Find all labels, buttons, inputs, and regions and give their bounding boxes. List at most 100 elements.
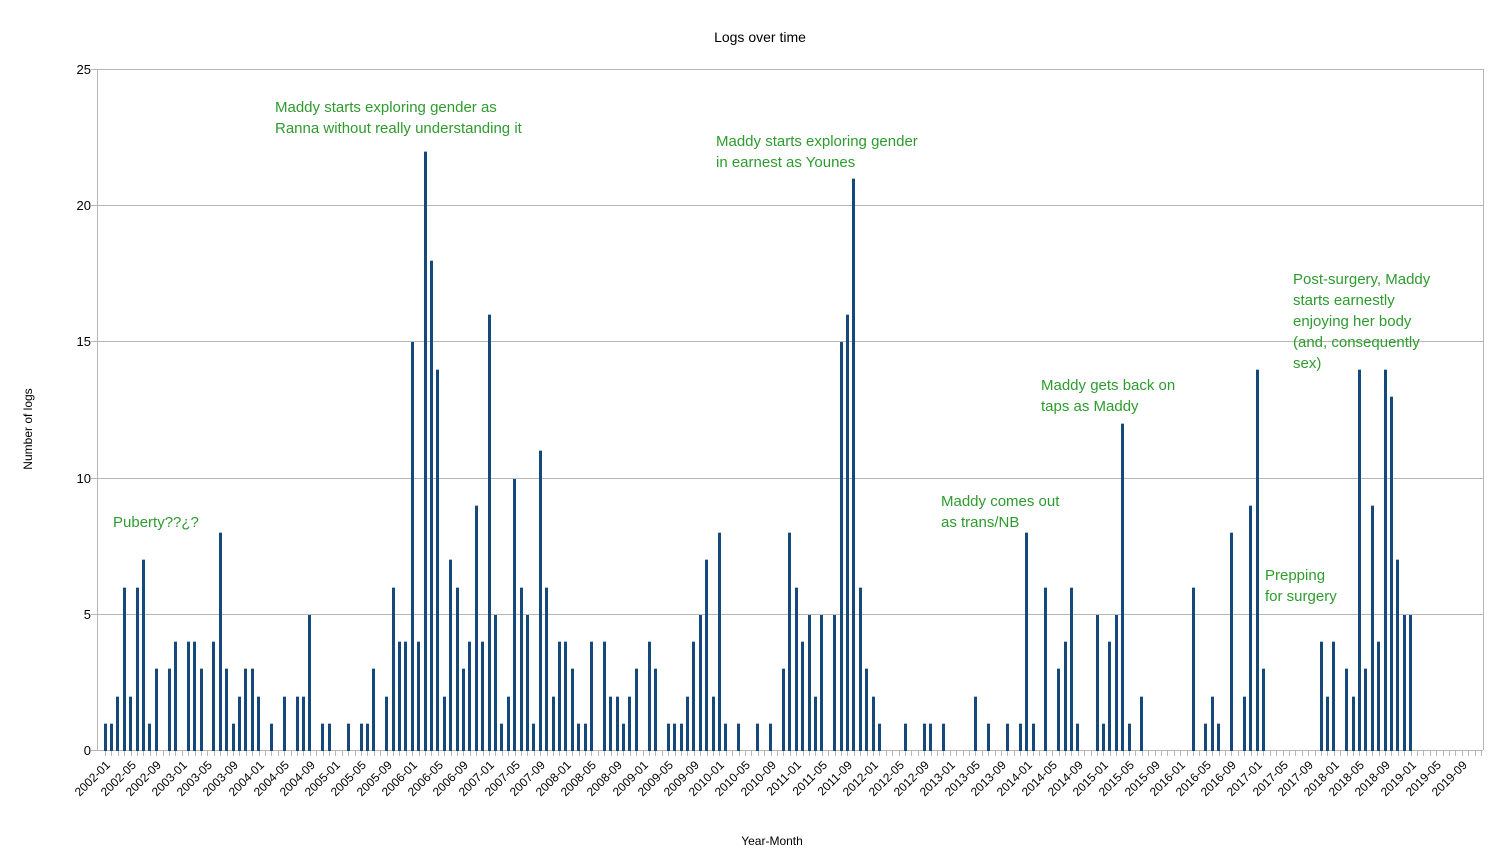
bar [685, 696, 689, 751]
x-tick [853, 751, 855, 756]
bar [1121, 423, 1125, 751]
bar [602, 641, 606, 751]
x-tick [393, 751, 394, 756]
x-tick [1161, 751, 1162, 756]
x-tick [1365, 751, 1367, 756]
bar [1025, 532, 1029, 751]
x-tick [809, 751, 810, 756]
y-gridline [97, 205, 1483, 207]
x-tick [1026, 751, 1028, 756]
x-tick [1410, 751, 1412, 756]
bar [673, 723, 677, 751]
bar [769, 723, 773, 751]
bar [519, 587, 523, 751]
bar [788, 532, 792, 751]
bar [839, 341, 843, 751]
bar [941, 723, 945, 751]
bar [365, 723, 369, 751]
x-tick [706, 751, 708, 756]
x-tick [220, 751, 222, 756]
x-tick [905, 751, 906, 756]
bar [986, 723, 990, 751]
y-tick [91, 205, 97, 207]
y-tick-label: 15 [76, 334, 91, 350]
x-tick [1058, 751, 1060, 756]
bar [1140, 696, 1144, 751]
x-tick [1001, 751, 1002, 756]
x-tick [1263, 751, 1265, 756]
x-tick [821, 751, 823, 756]
bar [397, 641, 401, 751]
x-tick [924, 751, 926, 756]
bar [1005, 723, 1009, 751]
bar [218, 532, 222, 751]
bar [1261, 668, 1265, 751]
bar [615, 696, 619, 751]
x-tick [911, 751, 913, 756]
bar [410, 341, 414, 751]
x-tick [770, 751, 772, 756]
x-tick [745, 751, 746, 756]
bar [871, 696, 875, 751]
bar [199, 668, 203, 751]
x-tick [1308, 751, 1310, 756]
x-tick [354, 751, 356, 756]
x-tick [361, 751, 362, 756]
x-tick [597, 751, 599, 756]
x-tick [1250, 751, 1252, 756]
bar [929, 723, 933, 751]
bar [557, 641, 561, 751]
x-tick [386, 751, 388, 756]
chart-annotation: Maddy gets back on taps as Maddy [1041, 377, 1176, 415]
bar [1351, 696, 1355, 751]
x-tick [1429, 751, 1431, 756]
bar [692, 641, 696, 751]
x-tick [489, 751, 490, 756]
x-tick [917, 751, 919, 756]
x-tick [1205, 751, 1207, 756]
bar [455, 587, 459, 751]
bar [122, 587, 126, 751]
x-tick [668, 751, 670, 756]
x-tick [1436, 751, 1438, 756]
x-tick [290, 751, 292, 756]
bar [1204, 723, 1208, 751]
x-tick [1461, 751, 1463, 756]
x-tick [674, 751, 676, 756]
bar [877, 723, 881, 751]
bar [129, 696, 133, 751]
x-tick [284, 751, 286, 756]
x-tick [1257, 751, 1258, 756]
y-tick-label: 10 [76, 470, 91, 486]
x-tick [661, 751, 663, 756]
x-tick [828, 751, 830, 756]
y-tick-label: 20 [76, 198, 91, 214]
x-tick [649, 751, 650, 756]
x-tick [719, 751, 721, 756]
x-tick [1193, 751, 1194, 756]
x-tick [1039, 751, 1041, 756]
x-tick [988, 751, 990, 756]
x-tick [751, 751, 753, 756]
bar [1325, 696, 1329, 751]
x-tick [943, 751, 945, 756]
x-tick [1289, 751, 1290, 756]
x-tick [450, 751, 452, 756]
x-tick [508, 751, 510, 756]
x-tick [367, 751, 369, 756]
bar [436, 369, 440, 751]
y-gridline [97, 477, 1483, 479]
x-tick [623, 751, 625, 756]
x-tick [437, 751, 439, 756]
x-tick [1237, 751, 1239, 756]
x-tick [642, 751, 644, 756]
x-tick [885, 751, 887, 756]
x-tick [1231, 751, 1233, 756]
bar [506, 696, 510, 751]
bar [449, 559, 453, 751]
bar [385, 696, 389, 751]
x-tick [316, 751, 318, 756]
bar [628, 696, 632, 751]
x-tick [1340, 751, 1342, 756]
